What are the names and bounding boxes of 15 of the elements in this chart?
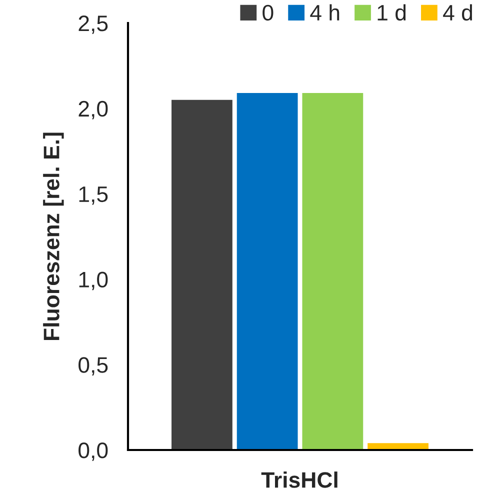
y-tick-label: 1,0 <box>79 272 108 290</box>
legend-label: 0 <box>262 4 274 21</box>
legend-label: 1 d <box>378 4 406 21</box>
y-axis-title: Fluoreszenz [rel. E.] <box>43 132 64 340</box>
y-tick-label: 2,5 <box>78 16 108 34</box>
bar <box>302 93 364 450</box>
y-tick-label: 1,5 <box>79 186 108 205</box>
legend-label: 4 d <box>443 4 472 21</box>
y-tick-label: 2,0 <box>78 100 108 120</box>
bar <box>236 93 298 450</box>
y-tick-label: 0,0 <box>78 442 108 461</box>
y-tick-label: 0,5 <box>78 357 108 376</box>
x-axis-title: TrisHCl <box>261 472 338 488</box>
legend-label: 4 h <box>310 4 340 20</box>
bar <box>172 100 232 450</box>
